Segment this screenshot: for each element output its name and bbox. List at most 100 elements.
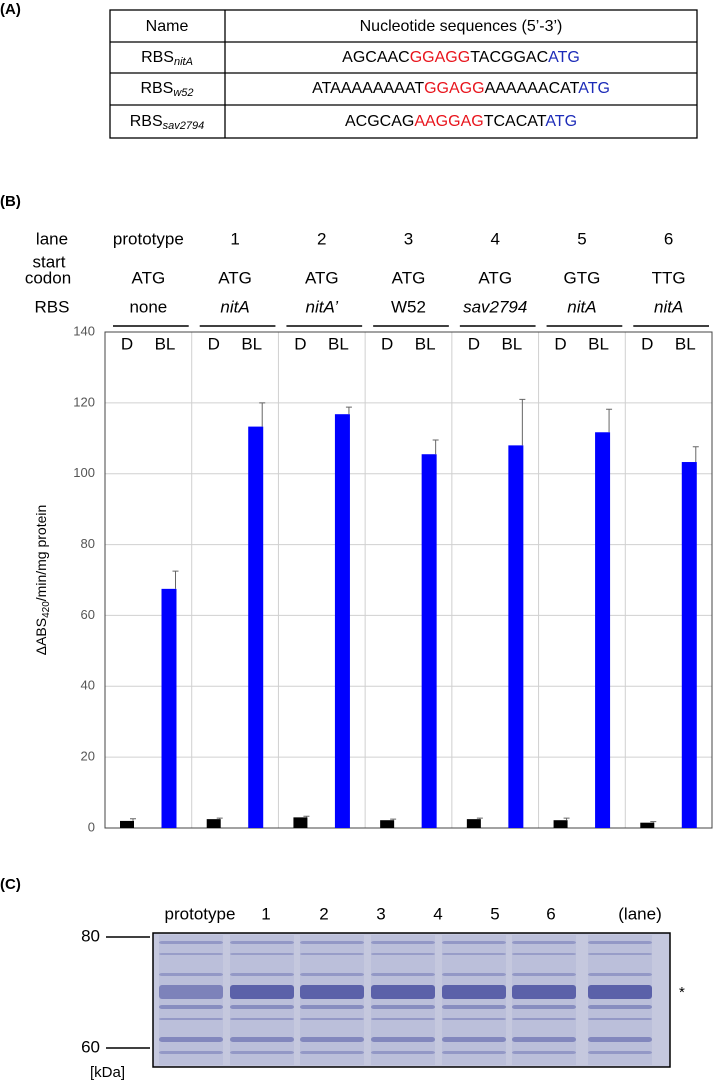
gel-band: [300, 1051, 364, 1054]
row-label: RBS: [35, 297, 70, 316]
bar: [681, 462, 697, 828]
series-label: BL: [501, 334, 522, 353]
sequence: ATAAAAAAAATGGAGGAAAAAACATATG: [312, 80, 610, 97]
sequence-segment: ATG: [545, 113, 577, 130]
error-bar: [390, 818, 397, 821]
gel-band: [371, 941, 435, 944]
gel-lane: [442, 935, 506, 1065]
error-bar: [303, 815, 310, 818]
gel-band: [230, 953, 294, 955]
gel-band: [512, 1051, 576, 1054]
error-bar: [519, 398, 526, 446]
start-codon: GTG: [564, 268, 601, 287]
series-label: BL: [328, 334, 349, 353]
gel-frame: [152, 932, 671, 1068]
start-codon: ATG: [478, 268, 512, 287]
gel-band: [442, 973, 506, 976]
lane-label: prototype: [113, 229, 184, 248]
sequence-segment: TACGGAC: [470, 49, 548, 66]
panel-label: (A): [0, 1, 21, 18]
gel-band: [512, 1018, 576, 1020]
bar: [334, 414, 350, 828]
gel-band: [588, 1051, 652, 1054]
gel-band: [371, 953, 435, 955]
rbs-name-main: RBS: [130, 113, 163, 130]
gel-band: [371, 1051, 435, 1054]
gel-band: [442, 1018, 506, 1020]
bar: [120, 820, 134, 828]
gel-band: [159, 953, 223, 955]
series-label: D: [554, 334, 566, 353]
gel-band: [300, 941, 364, 944]
gel-band: [588, 1005, 652, 1009]
gel-band: [230, 985, 294, 999]
gel-band: [371, 985, 435, 999]
sequence-segment: GGAGG: [410, 49, 470, 66]
sequence-segment: AAGGAG: [414, 113, 483, 130]
series-label: D: [468, 334, 480, 353]
gel-lane-label: 1: [261, 904, 270, 923]
gel-lane-label: 6: [546, 904, 555, 923]
sequence-segment: AAAAAACAT: [485, 80, 580, 97]
gel-lane-label: 2: [319, 904, 328, 923]
gel-band: [230, 1018, 294, 1020]
rbs-name-main: RBS: [141, 49, 174, 66]
table-grid: [109, 9, 698, 139]
gel-band: [371, 1037, 435, 1042]
gel-lane-label: 5: [490, 904, 499, 923]
gel-lane: [159, 935, 223, 1065]
sequence-segment: GGAGG: [424, 80, 484, 97]
gel-band: [159, 941, 223, 944]
rbs-name-sub: nitA: [174, 56, 193, 68]
gel-band: [442, 985, 506, 999]
gel-lane-label: 4: [433, 904, 442, 923]
gel-band: [512, 941, 576, 944]
error-bar: [650, 821, 657, 823]
series-label: D: [121, 334, 133, 353]
table-border: [109, 9, 698, 139]
y-tick-label: 140: [73, 323, 95, 338]
plot-frame: [104, 331, 713, 829]
series-label: BL: [155, 334, 176, 353]
gel-lane-label: prototype: [165, 904, 236, 923]
gel-marker: 80: [81, 926, 100, 945]
bar: [293, 817, 308, 828]
gel-band: [300, 985, 364, 999]
rbs-name: RBSnitA: [141, 49, 193, 68]
lane-label: 2: [317, 229, 326, 248]
gel-band: [300, 1005, 364, 1009]
error-bar: [345, 406, 352, 415]
gel-band: [588, 985, 652, 999]
gel-lane-caption: (lane): [618, 904, 661, 923]
y-tick-label: 100: [73, 465, 95, 480]
y-label-rest: /min/mg protein: [33, 505, 49, 601]
lane-label: 4: [490, 229, 499, 248]
gel-band: [588, 941, 652, 944]
series-label: D: [208, 334, 220, 353]
rbs-label: nitA: [654, 297, 683, 316]
row-label: codon: [25, 268, 71, 287]
series-label: BL: [675, 334, 696, 353]
gel-band: [159, 1051, 223, 1054]
series-label: BL: [415, 334, 436, 353]
gel-band-mark: *: [679, 984, 685, 1001]
y-tick-label: 0: [88, 819, 95, 834]
bar: [553, 820, 568, 828]
sequence: AGCAACGGAGGTACGGACATG: [342, 49, 580, 66]
y-tick-label: 120: [73, 394, 95, 409]
rbs-label: nitA: [220, 297, 249, 316]
gel-band: [442, 941, 506, 944]
gel-band: [300, 973, 364, 976]
y-label-main: ΔABS: [33, 618, 49, 655]
gel-band: [512, 953, 576, 955]
gel-band: [371, 1005, 435, 1009]
gel-band: [512, 1037, 576, 1042]
gel-unit: [kDa]: [90, 1064, 125, 1081]
y-tick-label: 60: [81, 607, 95, 622]
lane-label: 5: [577, 229, 586, 248]
gel-band: [300, 1037, 364, 1042]
gel-band: [442, 1037, 506, 1042]
series-label: D: [381, 334, 393, 353]
rbs-label: nitA: [567, 297, 596, 316]
